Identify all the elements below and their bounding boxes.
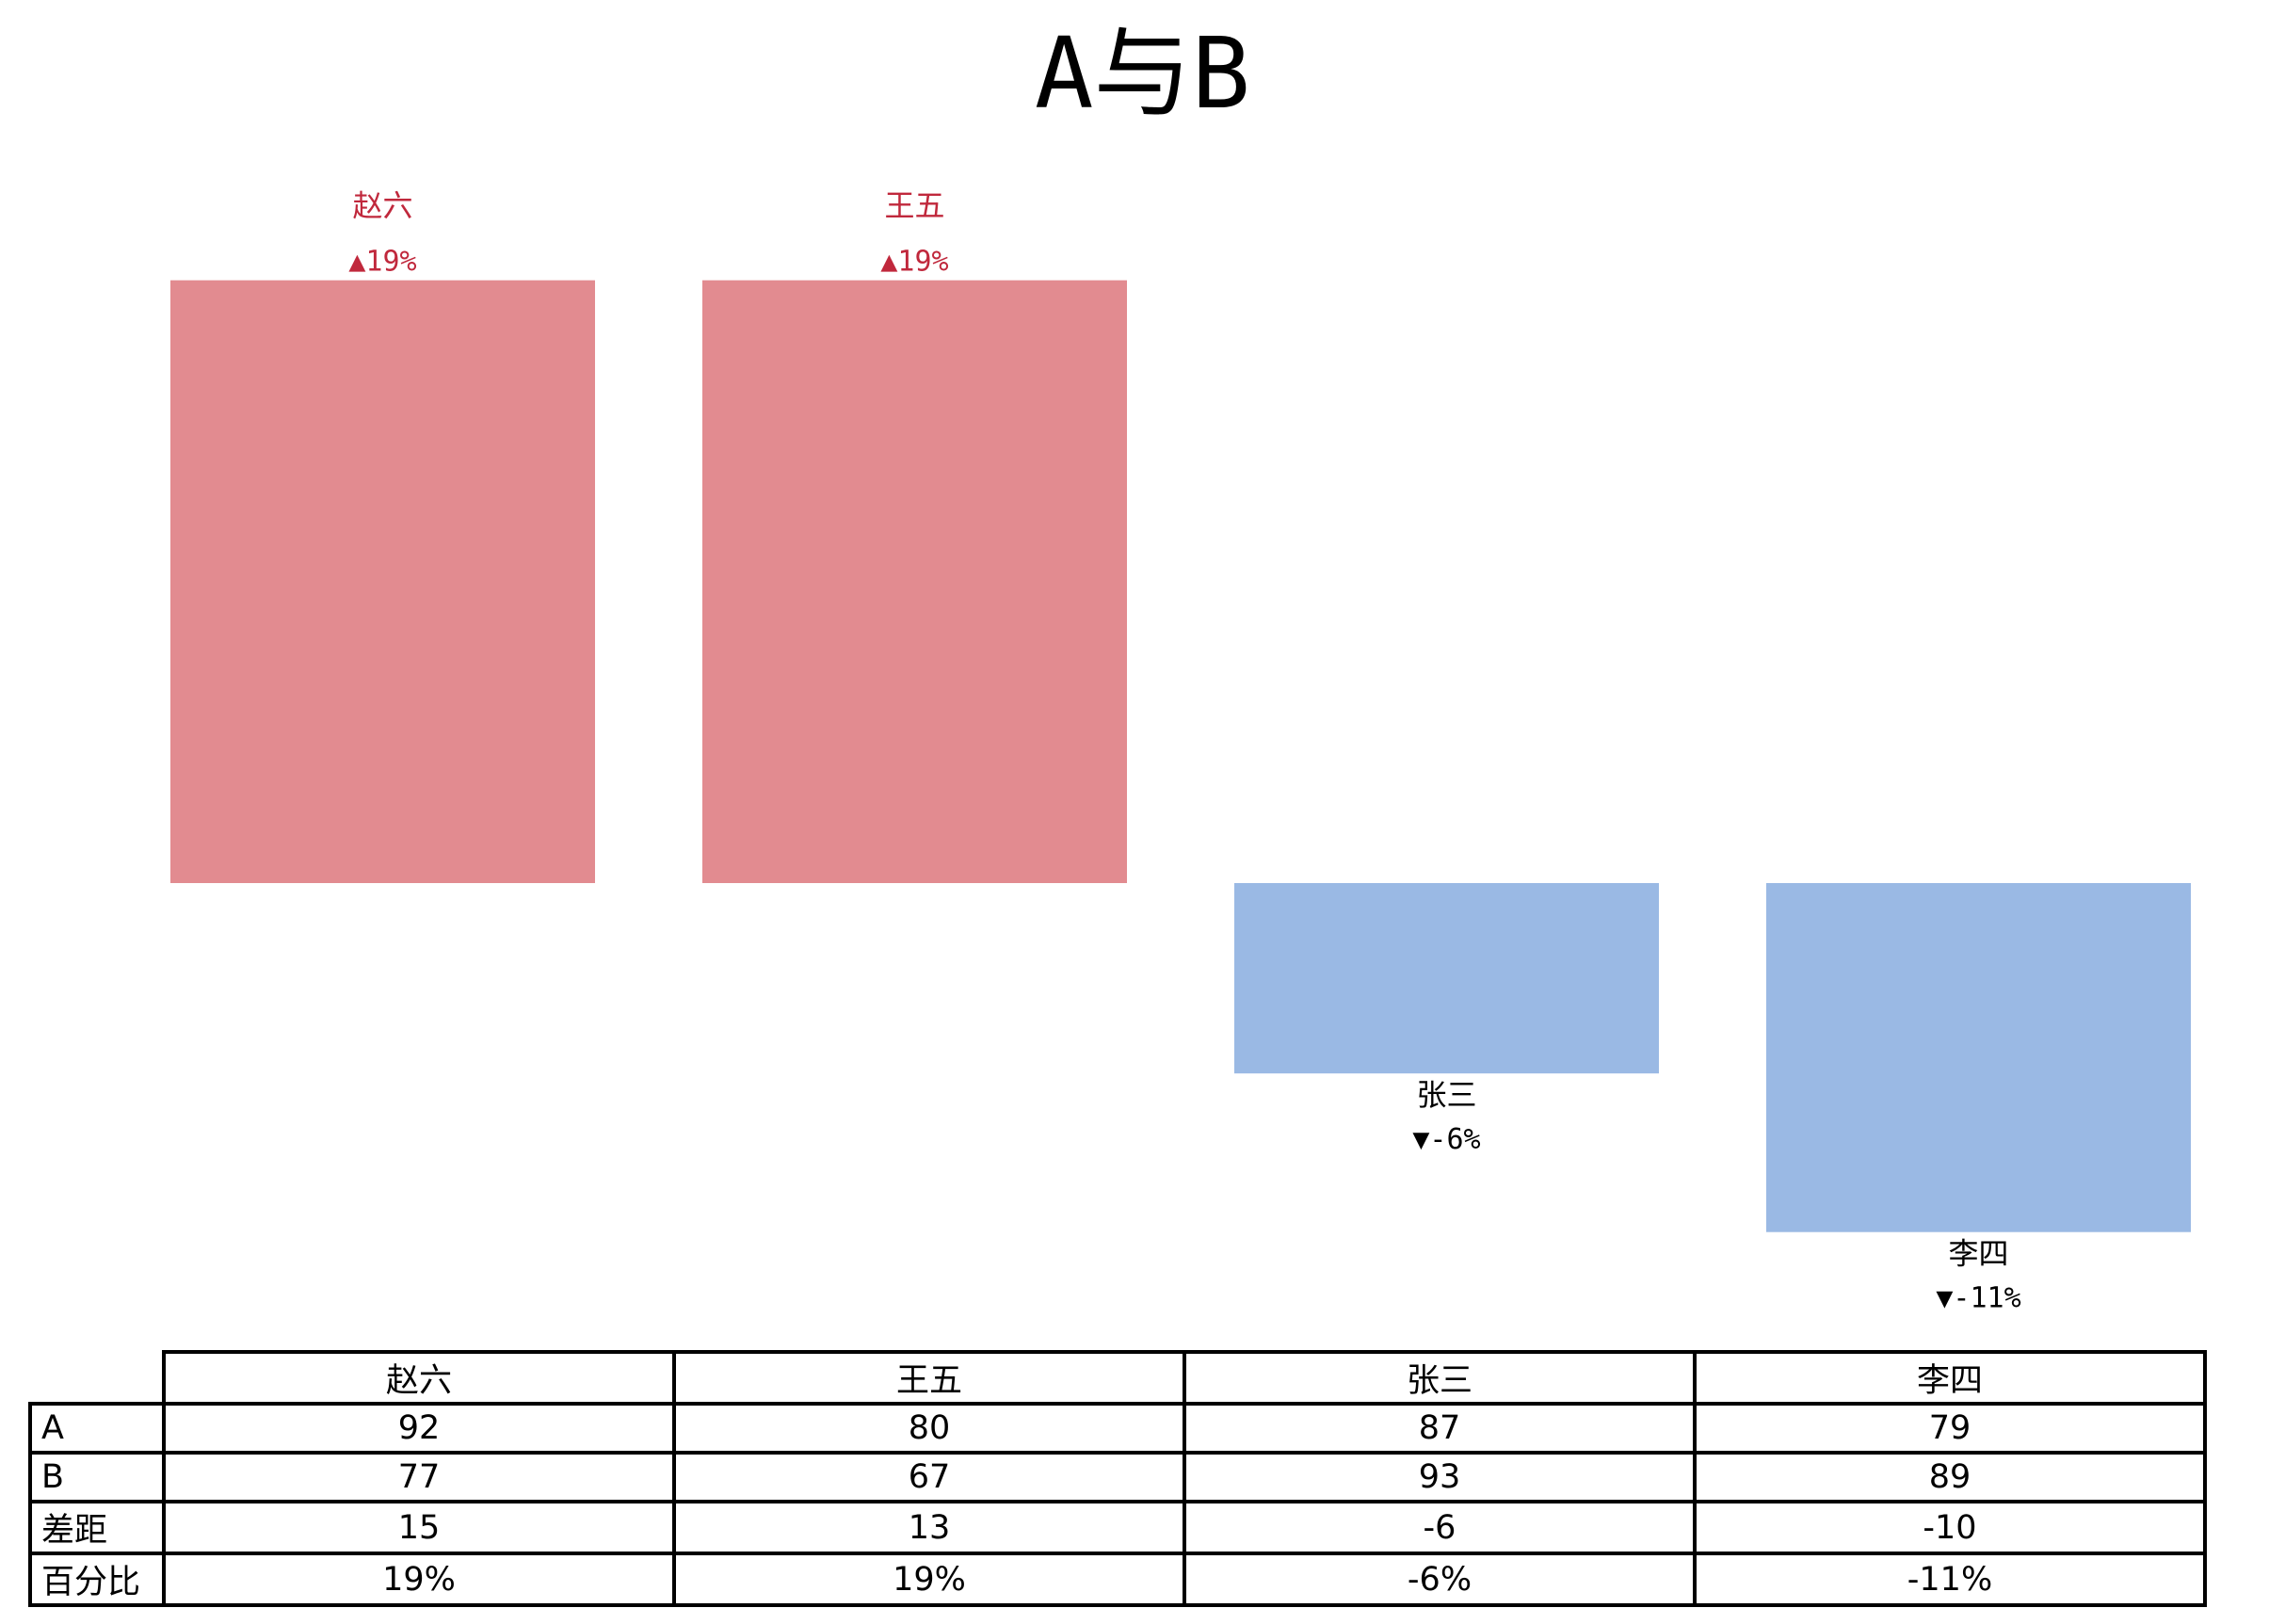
- table-row: B 77 67 93 89: [28, 1451, 2207, 1503]
- table-row: 差距 15 13 -6 -10: [28, 1500, 2207, 1555]
- table-corner-cell: [30, 1352, 166, 1406]
- bar-category-label: 李四: [1948, 1236, 2008, 1272]
- bar-percent-label: ▼-6%: [1412, 1123, 1480, 1156]
- bar-percent-label: ▲19%: [880, 246, 948, 279]
- bar-percent-label: ▲19%: [348, 246, 416, 279]
- table-row: 百分比 19% 19% -6% -11%: [28, 1552, 2207, 1607]
- table-cell: -6: [1183, 1500, 1697, 1555]
- table-row-label: 差距: [28, 1500, 166, 1555]
- bar-1: [702, 280, 1127, 883]
- table-row-label: A: [28, 1402, 166, 1455]
- bar-percent-label: ▼-11%: [1936, 1282, 2020, 1315]
- bar-2: [1234, 883, 1659, 1074]
- table-cell: 92: [162, 1402, 676, 1455]
- bar-0: [170, 280, 595, 883]
- chart-title: A与B: [1034, 16, 1251, 131]
- bar-chart: 赵六 ▲19% 王五 ▲19% 张三 ▼-6% 李四 ▼-11%: [170, 188, 2191, 1315]
- table-cell: 15: [162, 1500, 676, 1555]
- table-cell: 77: [162, 1451, 676, 1503]
- table-header-row: 赵六 王五 张三 李四: [30, 1350, 2207, 1406]
- table-header-cell: 王五: [672, 1350, 1186, 1406]
- table-cell: 87: [1183, 1402, 1697, 1455]
- table-cell: -11%: [1693, 1552, 2207, 1607]
- table-cell: 19%: [672, 1552, 1186, 1607]
- table-cell: 67: [672, 1451, 1186, 1503]
- table-header-cell: 张三: [1183, 1350, 1697, 1406]
- bar-category-label: 赵六: [352, 188, 412, 224]
- table-cell: 19%: [162, 1552, 676, 1607]
- table-header-cell: 李四: [1693, 1350, 2207, 1406]
- table-row: A 92 80 87 79: [28, 1402, 2207, 1455]
- table-row-label: B: [28, 1451, 166, 1503]
- table-header-cell: 赵六: [162, 1350, 676, 1406]
- table-cell: -10: [1693, 1500, 2207, 1555]
- table-row-label: 百分比: [28, 1552, 166, 1607]
- data-table: 赵六 王五 张三 李四 A 92 80 87 79 B 77 67 93 89 …: [28, 1350, 2207, 1607]
- bar-3: [1766, 883, 2191, 1232]
- table-cell: 79: [1693, 1402, 2207, 1455]
- table-cell: 80: [672, 1402, 1186, 1455]
- table-cell: 89: [1693, 1451, 2207, 1503]
- bar-category-label: 王五: [884, 188, 944, 224]
- table-cell: 93: [1183, 1451, 1697, 1503]
- table-cell: -6%: [1183, 1552, 1697, 1607]
- table-cell: 13: [672, 1500, 1186, 1555]
- bar-category-label: 张三: [1416, 1077, 1476, 1113]
